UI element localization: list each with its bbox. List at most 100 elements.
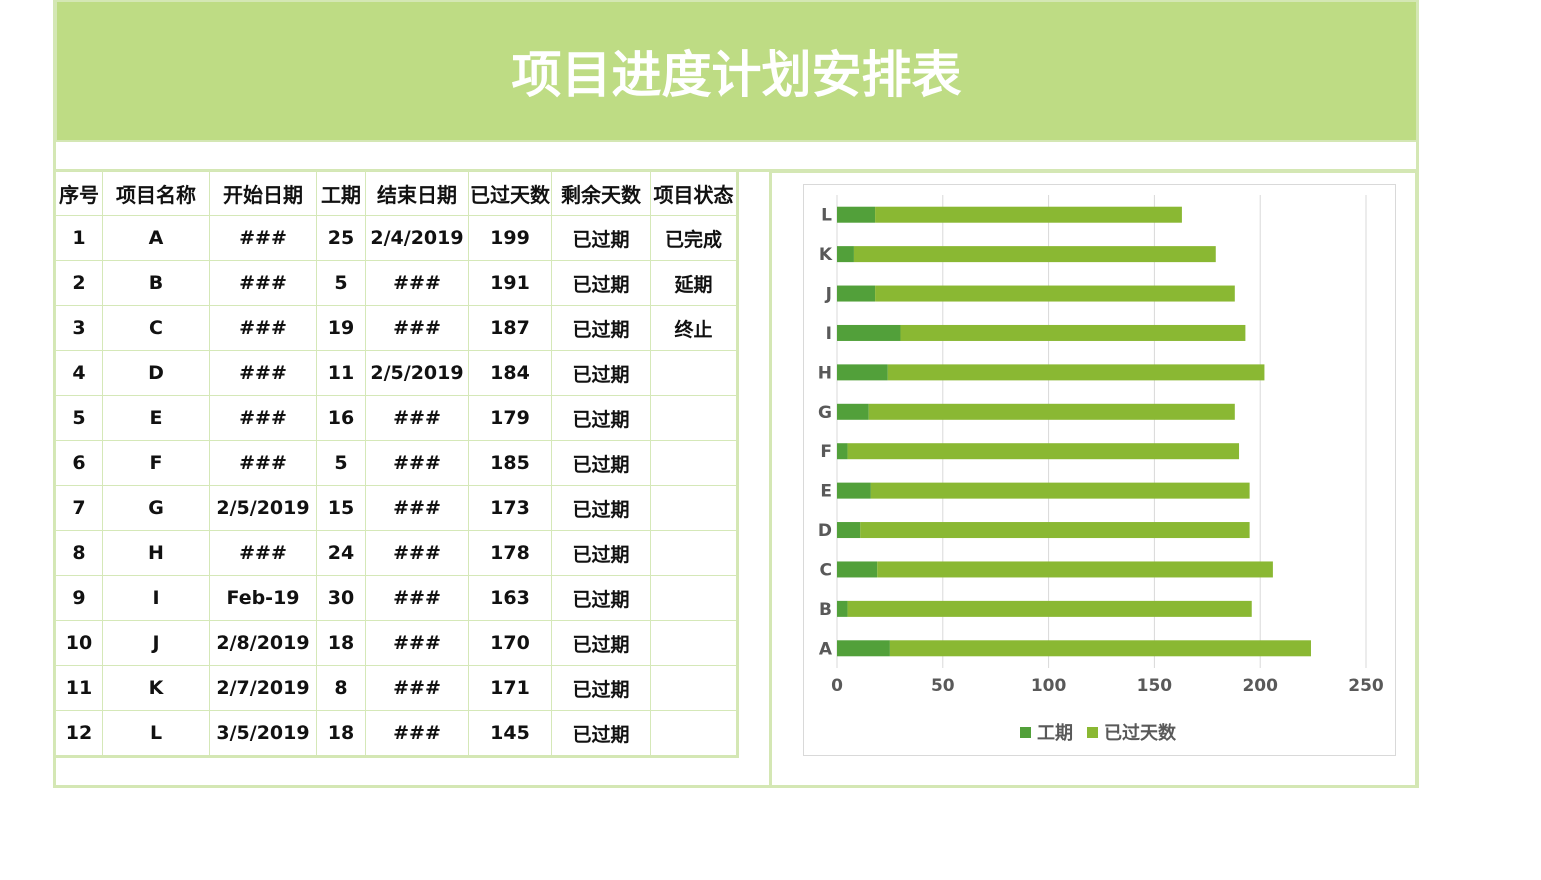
bar-days-passed[interactable]: [889, 640, 1311, 657]
cell-project-name[interactable]: D: [102, 350, 210, 396]
cell-project-status[interactable]: [650, 575, 738, 621]
header-days-remaining[interactable]: 剩余天数: [551, 170, 651, 216]
legend-swatch[interactable]: [1087, 727, 1098, 738]
cell-days-remaining[interactable]: 已过期: [551, 260, 651, 306]
cell-days-passed[interactable]: 178: [468, 530, 552, 576]
cell-project-status[interactable]: [650, 350, 738, 396]
cell-project-name[interactable]: B: [102, 260, 210, 306]
cell-project-name[interactable]: H: [102, 530, 210, 576]
cell-end-date[interactable]: ###: [365, 575, 469, 621]
cell-end-date[interactable]: ###: [365, 395, 469, 441]
cell-index[interactable]: 6: [55, 440, 103, 486]
cell-duration[interactable]: 18: [316, 620, 366, 666]
bar-days-passed[interactable]: [877, 561, 1273, 578]
bar-days-passed[interactable]: [860, 522, 1250, 539]
cell-days-passed[interactable]: 171: [468, 665, 552, 711]
cell-end-date[interactable]: 2/4/2019: [365, 215, 469, 261]
cell-days-passed[interactable]: 185: [468, 440, 552, 486]
bar-duration[interactable]: [837, 285, 876, 302]
cell-days-passed[interactable]: 179: [468, 395, 552, 441]
cell-project-name[interactable]: G: [102, 485, 210, 531]
cell-project-name[interactable]: F: [102, 440, 210, 486]
cell-days-remaining[interactable]: 已过期: [551, 395, 651, 441]
cell-index[interactable]: 11: [55, 665, 103, 711]
cell-days-remaining[interactable]: 已过期: [551, 485, 651, 531]
header-project-name[interactable]: 项目名称: [102, 170, 210, 216]
bar-days-passed[interactable]: [868, 403, 1235, 420]
cell-index[interactable]: 2: [55, 260, 103, 306]
bar-duration[interactable]: [837, 443, 848, 460]
legend-label[interactable]: 工期: [1037, 723, 1073, 744]
cell-duration[interactable]: 24: [316, 530, 366, 576]
cell-days-passed[interactable]: 184: [468, 350, 552, 396]
cell-start-date[interactable]: ###: [209, 530, 317, 576]
bar-days-passed[interactable]: [847, 600, 1252, 617]
header-project-status[interactable]: 项目状态: [650, 170, 738, 216]
cell-start-date[interactable]: ###: [209, 350, 317, 396]
cell-start-date[interactable]: 2/5/2019: [209, 485, 317, 531]
cell-duration[interactable]: 5: [316, 260, 366, 306]
cell-days-remaining[interactable]: 已过期: [551, 305, 651, 351]
cell-project-name[interactable]: A: [102, 215, 210, 261]
bar-duration[interactable]: [837, 403, 869, 420]
cell-index[interactable]: 4: [55, 350, 103, 396]
cell-duration[interactable]: 18: [316, 710, 366, 757]
cell-index[interactable]: 5: [55, 395, 103, 441]
bar-duration[interactable]: [837, 246, 854, 263]
cell-start-date[interactable]: 3/5/2019: [209, 710, 317, 757]
bar-days-passed[interactable]: [875, 206, 1182, 223]
cell-start-date[interactable]: ###: [209, 260, 317, 306]
cell-end-date[interactable]: ###: [365, 530, 469, 576]
cell-end-date[interactable]: ###: [365, 620, 469, 666]
cell-project-status[interactable]: [650, 665, 738, 711]
bar-duration[interactable]: [837, 482, 871, 499]
cell-start-date[interactable]: 2/8/2019: [209, 620, 317, 666]
cell-index[interactable]: 10: [55, 620, 103, 666]
cell-index[interactable]: 1: [55, 215, 103, 261]
cell-project-name[interactable]: K: [102, 665, 210, 711]
cell-end-date[interactable]: ###: [365, 665, 469, 711]
cell-days-passed[interactable]: 173: [468, 485, 552, 531]
cell-end-date[interactable]: 2/5/2019: [365, 350, 469, 396]
cell-start-date[interactable]: ###: [209, 395, 317, 441]
cell-days-passed[interactable]: 163: [468, 575, 552, 621]
cell-duration[interactable]: 30: [316, 575, 366, 621]
cell-index[interactable]: 12: [55, 710, 103, 757]
chart-area[interactable]: A B C D E F G H I J K L 0 50 100 150 200 250 工期 已过天数: [803, 184, 1396, 756]
cell-end-date[interactable]: ###: [365, 305, 469, 351]
cell-days-remaining[interactable]: 已过期: [551, 440, 651, 486]
legend-swatch[interactable]: [1020, 727, 1031, 738]
cell-end-date[interactable]: ###: [365, 710, 469, 757]
cell-project-name[interactable]: L: [102, 710, 210, 757]
cell-days-passed[interactable]: 145: [468, 710, 552, 757]
cell-project-name[interactable]: E: [102, 395, 210, 441]
cell-project-status[interactable]: [650, 530, 738, 576]
cell-index[interactable]: 8: [55, 530, 103, 576]
cell-days-passed[interactable]: 187: [468, 305, 552, 351]
cell-end-date[interactable]: ###: [365, 260, 469, 306]
cell-days-remaining[interactable]: 已过期: [551, 215, 651, 261]
cell-days-passed[interactable]: 199: [468, 215, 552, 261]
cell-days-remaining[interactable]: 已过期: [551, 530, 651, 576]
cell-start-date[interactable]: ###: [209, 305, 317, 351]
cell-days-passed[interactable]: 170: [468, 620, 552, 666]
bar-duration[interactable]: [837, 522, 861, 539]
cell-end-date[interactable]: ###: [365, 485, 469, 531]
cell-duration[interactable]: 19: [316, 305, 366, 351]
header-start-date[interactable]: 开始日期: [209, 170, 317, 216]
cell-days-remaining[interactable]: 已过期: [551, 620, 651, 666]
cell-project-name[interactable]: C: [102, 305, 210, 351]
cell-project-name[interactable]: J: [102, 620, 210, 666]
cell-days-remaining[interactable]: 已过期: [551, 350, 651, 396]
cell-index[interactable]: 7: [55, 485, 103, 531]
header-end-date[interactable]: 结束日期: [365, 170, 469, 216]
cell-days-passed[interactable]: 191: [468, 260, 552, 306]
cell-duration[interactable]: 25: [316, 215, 366, 261]
cell-index[interactable]: 9: [55, 575, 103, 621]
cell-project-status[interactable]: 已完成: [650, 215, 738, 261]
cell-index[interactable]: 3: [55, 305, 103, 351]
legend-label[interactable]: 已过天数: [1104, 722, 1177, 744]
cell-start-date[interactable]: ###: [209, 440, 317, 486]
header-index[interactable]: 序号: [55, 170, 103, 216]
bar-days-passed[interactable]: [847, 443, 1240, 460]
